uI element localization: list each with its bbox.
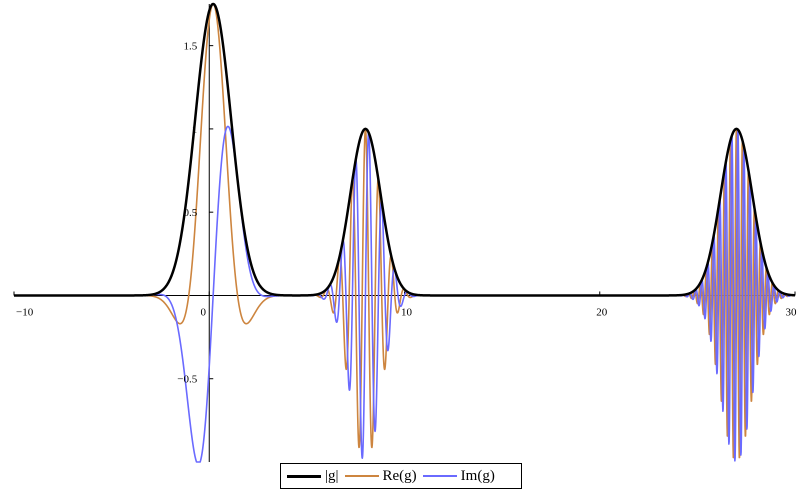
legend-item-abs-g: |g| (287, 468, 339, 485)
axes (13, 4, 796, 462)
y-tick-label: 1 (192, 124, 198, 136)
series-abs-g-line (13, 2, 796, 297)
x-tick-label: −10 (16, 306, 34, 318)
legend-swatch-abs-g (287, 474, 321, 478)
legend-item-re-g: Re(g) (344, 467, 417, 485)
series-re-g-line (13, 3, 796, 459)
legend-item-im-g: Im(g) (422, 467, 495, 485)
x-tick-label: 0 (201, 306, 207, 318)
y-tick-label: 1.5 (184, 41, 198, 53)
legend-swatch-re-g (344, 475, 379, 477)
x-tick-label: 30 (786, 306, 798, 318)
legend-label-re-g: Re(g) (382, 467, 417, 484)
legend-label-im-g: Im(g) (460, 467, 495, 484)
legend-label-abs-g: |g| (325, 467, 339, 484)
y-tick-label: −0.5 (177, 374, 197, 386)
legend-swatch-im-g (422, 475, 457, 477)
x-tick-label: 20 (596, 306, 608, 318)
legend: |g| Re(g) Im(g) (280, 463, 522, 489)
x-tick-label: 10 (401, 306, 413, 318)
y-tick-label: 0.5 (184, 207, 198, 219)
tick-labels: −10 0 10 20 30 −0.5 0.5 1 1.5 (16, 41, 797, 386)
curves (13, 2, 796, 463)
